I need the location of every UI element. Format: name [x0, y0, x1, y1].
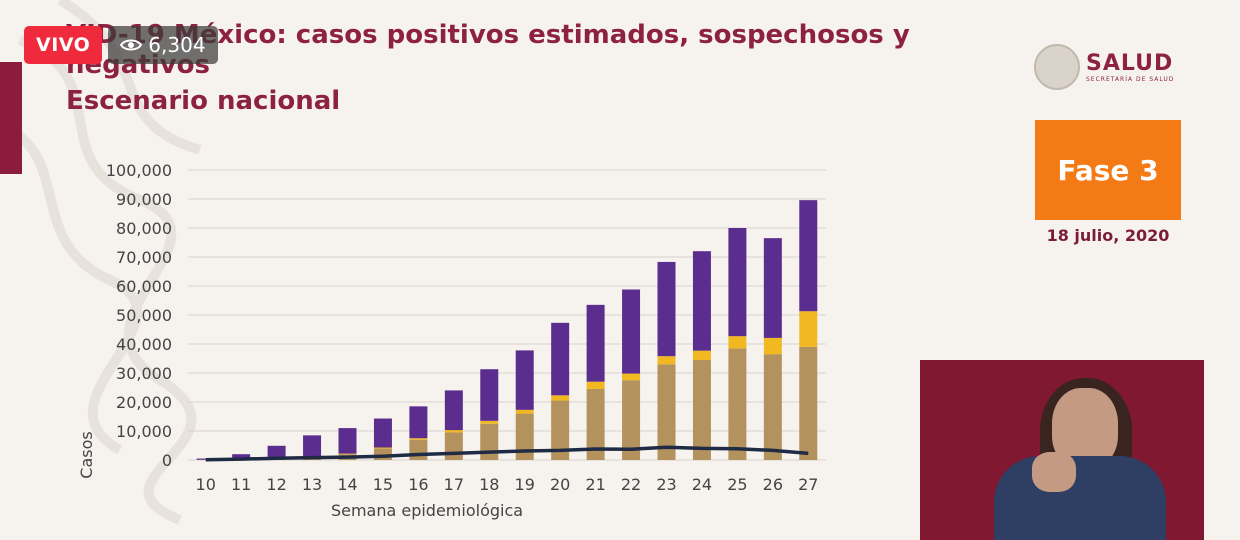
y-tick-label: 50,000 [116, 306, 172, 325]
x-tick-label: 26 [763, 475, 783, 494]
bar-segment [480, 423, 499, 460]
bar-segment [444, 390, 463, 431]
bar-segment [728, 348, 747, 460]
x-axis-label: Semana epidemiológica [331, 501, 523, 520]
bar-segment [763, 354, 782, 460]
x-tick-label: 11 [231, 475, 251, 494]
bar-segment [409, 439, 428, 460]
bar-segment [799, 346, 818, 460]
logo-main-text: SALUD [1086, 50, 1174, 76]
x-tick-label: 15 [373, 475, 393, 494]
bar-segment [515, 350, 534, 410]
left-accent-strip [0, 62, 22, 174]
x-tick-label: 21 [585, 475, 605, 494]
bar-segment [338, 453, 357, 455]
bar-segment [373, 447, 392, 449]
x-tick-label: 19 [515, 475, 535, 494]
x-tick-label: 23 [656, 475, 676, 494]
bar-segment [657, 364, 676, 460]
bar-segment [480, 369, 499, 421]
live-badge: VIVO [24, 26, 103, 64]
bar-segment [622, 380, 641, 460]
y-tick-label: 100,000 [106, 161, 172, 180]
x-tick-label: 18 [479, 475, 499, 494]
viewer-count: 6,304 [108, 26, 218, 64]
bar-segment [409, 438, 428, 440]
y-tick-label: 80,000 [116, 219, 172, 238]
x-tick-label: 14 [337, 475, 357, 494]
background-pattern [0, 0, 202, 525]
y-tick-label: 40,000 [116, 335, 172, 354]
bar-segment [480, 420, 499, 424]
bar-segment [232, 454, 251, 460]
y-tick-label: 60,000 [116, 277, 172, 296]
bar-segment [763, 238, 782, 338]
trend-line [205, 445, 809, 462]
x-tick-label: 22 [621, 475, 641, 494]
live-overlay: VIVO 6,304 [24, 26, 218, 64]
x-tick-label: 24 [692, 475, 712, 494]
y-tick-label: 20,000 [116, 393, 172, 412]
bar-segment [586, 388, 605, 460]
bar-segment [551, 322, 570, 396]
bar-segment [409, 406, 428, 439]
phase-date: 18 julio, 2020 [1046, 226, 1170, 245]
bar-segment [799, 311, 818, 347]
bar-segment [622, 373, 641, 381]
x-tick-label: 13 [302, 475, 322, 494]
bar-segment [515, 409, 534, 414]
bar-segment [728, 228, 747, 337]
bar-segment [551, 400, 570, 460]
bar-segment [444, 432, 463, 460]
x-tick-label: 16 [408, 475, 428, 494]
y-tick-label: 70,000 [116, 248, 172, 267]
x-tick-label: 25 [727, 475, 747, 494]
bar-segment [622, 289, 641, 374]
y-axis-label: Casos [77, 431, 96, 478]
bar-segment [692, 350, 711, 360]
y-tick-label: 0 [162, 451, 172, 470]
x-tick-label: 10 [196, 475, 216, 494]
bar-segment [728, 336, 747, 349]
interpreter-hand [1032, 452, 1076, 492]
interpreter-body [994, 456, 1166, 540]
x-tick-label: 12 [266, 475, 286, 494]
x-tick-label: 27 [798, 475, 818, 494]
y-tick-label: 90,000 [116, 190, 172, 209]
bar-segment [763, 337, 782, 355]
bar-segment [657, 356, 676, 365]
bar-segment [586, 381, 605, 389]
bar-segment [444, 430, 463, 433]
bar-segment [373, 448, 392, 460]
bar-segment [303, 435, 322, 457]
bar-segment [338, 428, 357, 454]
phase-badge: Fase 3 [1035, 120, 1181, 220]
x-tick-label: 20 [550, 475, 570, 494]
x-tick-label: 17 [444, 475, 464, 494]
bar-segment [373, 418, 392, 448]
bar-segment [692, 251, 711, 351]
viewer-count-value: 6,304 [148, 33, 206, 57]
sign-language-interpreter-video [920, 360, 1204, 540]
y-tick-label: 30,000 [116, 364, 172, 383]
y-tick-label: 10,000 [116, 422, 172, 441]
title-line-3: Escenario nacional [66, 86, 341, 116]
eye-icon [120, 39, 143, 51]
bar-segment [586, 304, 605, 382]
coat-of-arms-icon [1034, 44, 1080, 90]
salud-logo: SALUD SECRETARÍA DE SALUD [1034, 44, 1174, 90]
bar-segment [515, 413, 534, 460]
bar-segment [692, 359, 711, 460]
bar-segment [799, 200, 818, 312]
bar-segment [657, 261, 676, 357]
logo-sub-text: SECRETARÍA DE SALUD [1086, 75, 1175, 83]
bar-segment [267, 445, 286, 459]
bar-segment [551, 395, 570, 401]
